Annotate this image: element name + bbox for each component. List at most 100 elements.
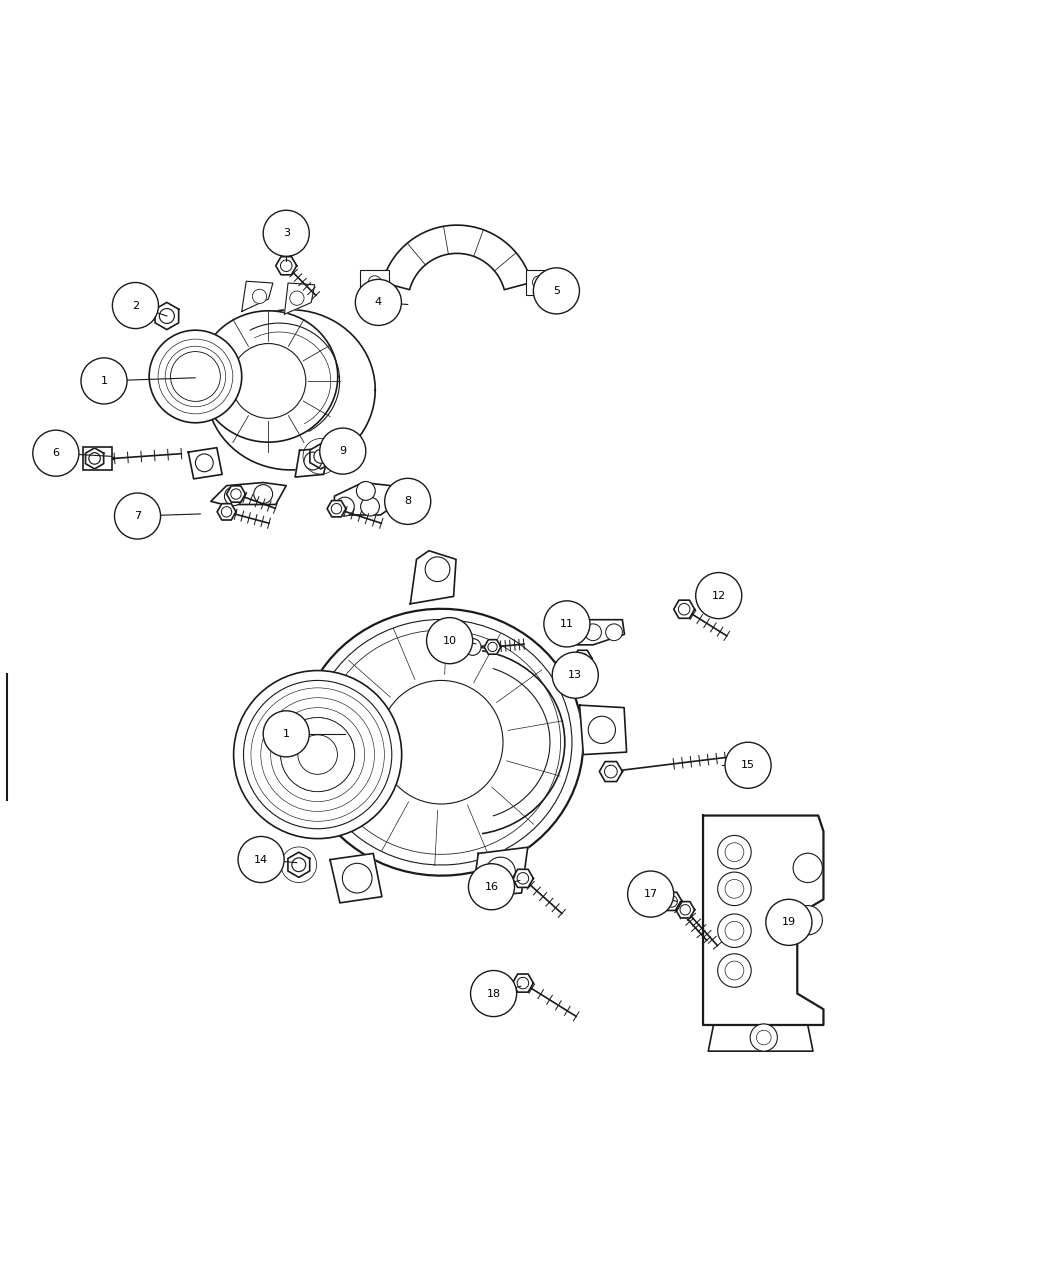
Polygon shape <box>285 283 315 314</box>
Text: 18: 18 <box>486 988 501 998</box>
Circle shape <box>585 623 602 640</box>
Circle shape <box>724 742 771 788</box>
Text: 14: 14 <box>254 854 268 864</box>
Polygon shape <box>484 640 501 654</box>
Circle shape <box>225 487 244 506</box>
Polygon shape <box>85 448 104 469</box>
Text: 2: 2 <box>132 301 139 311</box>
Circle shape <box>81 358 127 404</box>
Text: 9: 9 <box>339 446 347 456</box>
Circle shape <box>486 857 516 887</box>
Circle shape <box>696 572 741 618</box>
Circle shape <box>718 835 751 870</box>
Circle shape <box>468 863 514 910</box>
Circle shape <box>304 453 322 470</box>
Polygon shape <box>276 256 297 275</box>
Circle shape <box>426 617 472 664</box>
Polygon shape <box>411 551 456 604</box>
Polygon shape <box>200 311 338 442</box>
Polygon shape <box>662 892 682 910</box>
Circle shape <box>555 623 572 640</box>
Text: 6: 6 <box>52 449 60 458</box>
Circle shape <box>264 210 310 256</box>
Circle shape <box>544 601 590 646</box>
Polygon shape <box>299 608 584 876</box>
Polygon shape <box>676 901 695 918</box>
Circle shape <box>89 453 101 464</box>
Polygon shape <box>112 458 114 459</box>
Circle shape <box>264 710 310 757</box>
Circle shape <box>360 497 379 516</box>
Circle shape <box>184 365 207 388</box>
Circle shape <box>425 557 449 581</box>
Circle shape <box>195 454 213 472</box>
Circle shape <box>606 623 623 640</box>
Circle shape <box>290 291 304 305</box>
Polygon shape <box>310 444 332 469</box>
Text: 15: 15 <box>741 760 755 770</box>
Text: 17: 17 <box>644 889 657 899</box>
Circle shape <box>369 275 381 289</box>
Circle shape <box>280 718 355 792</box>
Polygon shape <box>295 448 329 477</box>
Text: 5: 5 <box>553 286 560 296</box>
Polygon shape <box>382 226 531 289</box>
Circle shape <box>112 283 159 329</box>
Circle shape <box>793 905 822 935</box>
Circle shape <box>314 449 328 463</box>
Circle shape <box>718 954 751 987</box>
Text: 7: 7 <box>134 511 141 521</box>
Circle shape <box>532 275 546 289</box>
Text: 8: 8 <box>404 496 412 506</box>
Circle shape <box>335 497 354 516</box>
Polygon shape <box>674 601 695 618</box>
Circle shape <box>552 652 598 699</box>
Circle shape <box>724 843 743 862</box>
Circle shape <box>756 1030 771 1046</box>
FancyBboxPatch shape <box>83 448 112 470</box>
Circle shape <box>170 352 220 402</box>
Circle shape <box>750 1024 777 1051</box>
Polygon shape <box>512 974 533 992</box>
Text: 1: 1 <box>101 376 107 386</box>
Circle shape <box>252 289 267 303</box>
Circle shape <box>233 671 402 839</box>
Circle shape <box>114 493 161 539</box>
Circle shape <box>384 478 430 524</box>
Circle shape <box>724 922 743 940</box>
Polygon shape <box>553 620 625 645</box>
Circle shape <box>238 836 285 882</box>
Polygon shape <box>600 761 623 782</box>
Circle shape <box>356 482 375 500</box>
Polygon shape <box>573 650 592 667</box>
Text: 3: 3 <box>282 228 290 238</box>
Polygon shape <box>155 302 179 330</box>
Circle shape <box>464 639 481 655</box>
Polygon shape <box>512 870 533 887</box>
Circle shape <box>470 970 517 1016</box>
Circle shape <box>254 484 273 504</box>
Text: 16: 16 <box>484 882 499 891</box>
Circle shape <box>724 961 743 980</box>
Circle shape <box>342 863 372 892</box>
Text: 4: 4 <box>375 297 382 307</box>
Polygon shape <box>288 852 310 877</box>
Text: 12: 12 <box>712 590 726 601</box>
Circle shape <box>355 279 401 325</box>
Circle shape <box>320 428 365 474</box>
Polygon shape <box>472 848 528 896</box>
Polygon shape <box>242 282 273 311</box>
Circle shape <box>33 430 79 477</box>
Polygon shape <box>334 482 397 515</box>
Text: 1: 1 <box>282 729 290 738</box>
Circle shape <box>149 330 242 423</box>
Circle shape <box>765 899 812 945</box>
Circle shape <box>231 343 306 418</box>
Circle shape <box>533 268 580 314</box>
Polygon shape <box>227 486 246 502</box>
Polygon shape <box>709 1025 813 1051</box>
Polygon shape <box>217 504 236 520</box>
Polygon shape <box>328 501 345 516</box>
FancyBboxPatch shape <box>526 270 554 295</box>
FancyBboxPatch shape <box>360 270 388 295</box>
